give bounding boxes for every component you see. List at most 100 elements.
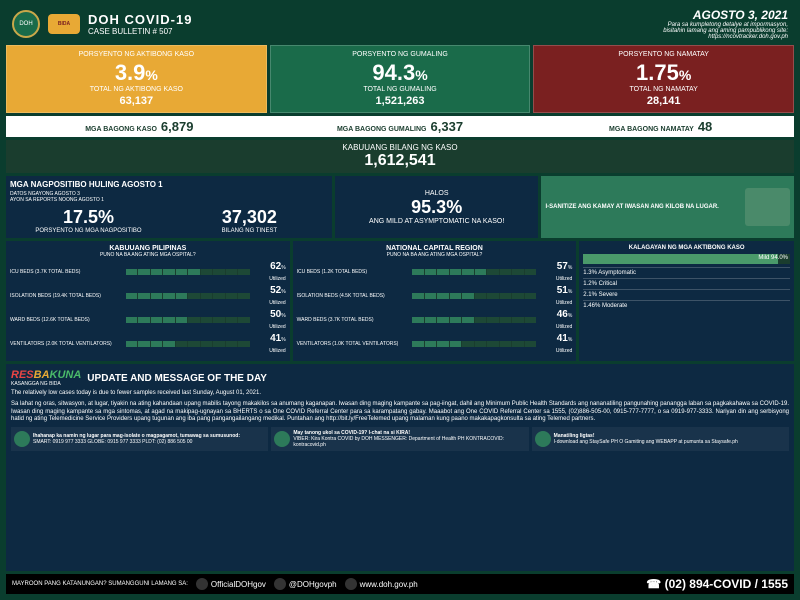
doh-logo-icon: DOH [12,10,40,38]
header: DOH BIDA DOH COVID-19 CASE BULLETIN # 50… [6,6,794,42]
bulletin-date: AGOSTO 3, 2021 [663,8,788,22]
contact3-lines: I-download ang StaySafe PH O Gamiting an… [554,439,738,445]
util-name: ISOLATION BEDS (4.5K TOTAL BEDS) [297,293,409,299]
phone-icon: ☎ [646,577,661,591]
status-mild-bar: Mild 94.0% [583,254,790,264]
util-pct: 41%Utilized [254,333,286,355]
died-stat: PORSYENTO NG NAMATAY 1.75% TOTAL NG NAMA… [533,45,794,113]
active-total: 63,137 [12,95,261,107]
util-name: ISOLATION BEDS (19.4K TOTAL BEDS) [10,293,122,299]
active-pct: 3.9 [115,60,146,85]
footer-web: www.doh.gov.ph [360,580,418,589]
active-label: PORSYENTO NG AKTIBONG KASO [12,51,261,58]
util-pct: 50%Utilized [254,309,286,331]
status-box: KALAGAYAN NG MGA AKTIBONG KASO Mild 94.0… [579,241,794,361]
resbakuna-brand: RESBAKUNA [11,369,81,381]
util-item: WARD BEDS (3.7K TOTAL BEDS) 46%Utilized [297,309,573,331]
util-ncr-sub: PUNO NA BA ANG ATING MGA OSPITAL? [297,252,573,258]
positivity-count-label: BILANG NG TINEST [171,228,328,234]
util-ncr: NATIONAL CAPITAL REGION PUNO NA BA ANG A… [293,241,577,361]
contact2-lines: VIBER: Kira Kontra COVID by DOH MESSENGE… [293,436,504,448]
new-cases-label: MGA BAGONG KASO [85,126,157,133]
util-bar [126,269,250,275]
positivity-box: MGA NAGPOSITIBO HULING AGOSTO 1 DATOS NG… [6,176,332,238]
new-died-label: MGA BAGONG NAMATAY [609,126,694,133]
sanitize-image-icon [745,188,790,226]
new-cases-row: MGA BAGONG KASO 6,879 MGA BAGONG GUMALING… [6,116,794,137]
recovered-pct: 94.3 [372,60,415,85]
total-value: 1,612,541 [9,152,791,170]
util-bar [412,293,536,299]
util-ncr-title: NATIONAL CAPITAL REGION [297,245,573,252]
main-stats-row: PORSYENTO NG AKTIBONG KASO 3.9% TOTAL NG… [6,45,794,113]
halos-label1: HALOS [339,190,535,197]
died-total: 28,141 [539,95,788,107]
twitter-icon [274,578,286,590]
util-bar [126,317,250,323]
util-bar [412,269,536,275]
util-name: VENTILATORS (1.0K TOTAL VENTILATORS) [297,341,409,347]
died-total-label: TOTAL NG NAMATAY [539,86,788,93]
util-bar [126,293,250,299]
util-pct: 52%Utilized [254,285,286,307]
footer: MAYROON PANG KATANUNGAN? SUMANGGUNI LAMA… [6,574,794,594]
new-cases: 6,879 [161,119,194,134]
message-line1: The relatively low cases today is due to… [11,390,789,398]
util-item: ISOLATION BEDS (19.4K TOTAL BEDS) 52%Util… [10,285,286,307]
footer-fb: OfficialDOHgov [211,580,266,589]
total-label: KABUUANG BILANG NG KASO [9,143,791,152]
util-name: WARD BEDS (3.7K TOTAL BEDS) [297,317,409,323]
util-pct: 46%Utilized [540,309,572,331]
resbakuna-sub: KASANGGA NG BIDA [11,381,81,387]
footer-question: MAYROON PANG KATANUNGAN? SUMANGGUNI LAMA… [12,581,188,587]
halos-label2: ANG MILD AT ASYMPTOMATIC NA KASO! [339,218,535,225]
active-total-label: TOTAL NG AKTIBONG KASO [12,86,261,93]
positivity-header: MGA NAGPOSITIBO HULING AGOSTO 1 [10,180,328,189]
contact-box-3: Manatiling ligtas!I-download ang StaySaf… [532,427,789,451]
util-item: VENTILATORS (2.0K TOTAL VENTILATORS) 41%U… [10,333,286,355]
positivity-pct: 17.5 [63,207,98,227]
new-died: 48 [698,119,712,134]
util-ph: KABUUANG PILIPINAS PUNO NA BA ANG ATING … [6,241,290,361]
recovered-total: 1,521,263 [276,95,525,107]
util-item: WARD BEDS (12.6K TOTAL BEDS) 50%Utilized [10,309,286,331]
contact-box-2: May tanong ukol sa COVID-19? I-chat na s… [271,427,528,451]
total-row: KABUUANG BILANG NG KASO 1,612,541 [6,140,794,173]
util-pct: 51%Utilized [540,285,572,307]
recovered-label: PORSYENTO NG GUMALING [276,51,525,58]
contact-box-1: Ihahanap ka namin ng lugar para mag-isol… [11,427,268,451]
util-bar [126,341,250,347]
contact1-lines: SMART: 0919 977 3333 GLOBE: 0915 977 333… [33,439,192,445]
util-name: VENTILATORS (2.0K TOTAL VENTILATORS) [10,341,122,347]
util-pct: 62%Utilized [254,261,286,283]
util-bar [412,317,536,323]
halos-value: 95.3 [411,197,446,217]
util-bar [412,341,536,347]
new-recovered-label: MGA BAGONG GUMALING [337,126,427,133]
util-name: ICU BEDS (1.2K TOTAL BEDS) [297,269,409,275]
util-name: WARD BEDS (12.6K TOTAL BEDS) [10,317,122,323]
util-ph-sub: PUNO NA BA ANG ATING MGA OSPITAL? [10,252,286,258]
positivity-pct-label: PORSYENTO NG MGA NAGPOSITIBO [10,228,167,234]
util-name: ICU BEDS (3.7K TOTAL BEDS) [10,269,122,275]
footer-phone: (02) 894-COVID / 1555 [665,577,788,591]
status-item: 1.46% Moderate [583,300,790,311]
status-item: 2.1% Severe [583,289,790,300]
util-pct: 41%Utilized [540,333,572,355]
new-recovered: 6,337 [431,119,464,134]
halos-box: HALOS 95.3% ANG MILD AT ASYMPTOMATIC NA … [335,176,539,238]
staysafe-icon [535,431,551,447]
sanitize-box: I-SANITIZE ANG KAMAY AT IWASAN ANG KILOB… [541,176,794,238]
recovered-total-label: TOTAL NG GUMALING [276,86,525,93]
sanitize-text: I-SANITIZE ANG KAMAY AT IWASAN ANG KILOB… [545,204,741,210]
globe-icon [345,578,357,590]
util-item: ICU BEDS (1.2K TOTAL BEDS)57%Utilized [297,261,573,283]
died-pct: 1.75 [636,60,679,85]
bida-logo-icon: BIDA [48,14,80,34]
status-item: 1.3% Asymptomatic [583,267,790,278]
header-title: DOH COVID-19 [88,12,655,27]
positivity-sub2: AYON SA REPORTS NOONG AGOSTO 1 [10,197,328,203]
facebook-icon [196,578,208,590]
util-item: ICU BEDS (3.7K TOTAL BEDS) 62%Utilized [10,261,286,283]
recovered-stat: PORSYENTO NG GUMALING 94.3% TOTAL NG GUM… [270,45,531,113]
